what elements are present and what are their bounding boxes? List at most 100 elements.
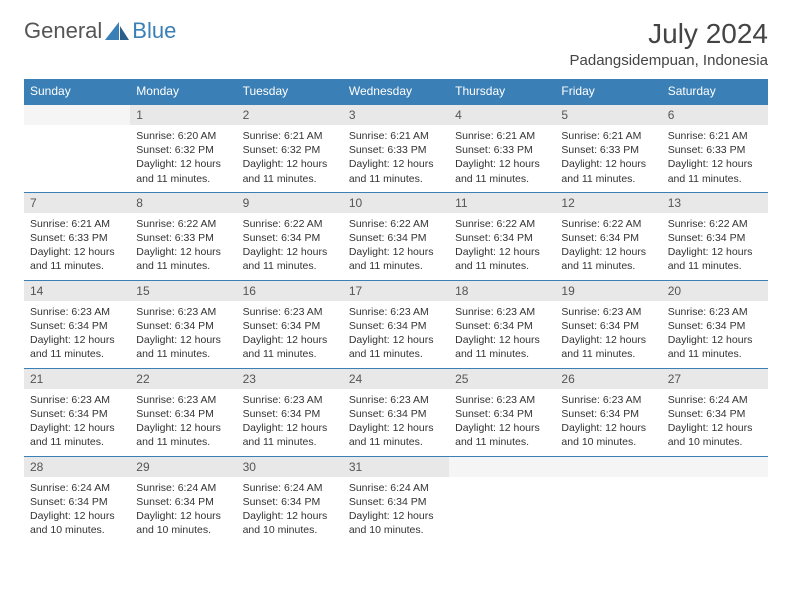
logo-text-part2: Blue (132, 18, 176, 44)
day-info: Sunrise: 6:23 AMSunset: 6:34 PMDaylight:… (237, 389, 343, 454)
calendar-cell (555, 456, 661, 544)
day-header: Wednesday (343, 79, 449, 104)
day-number: 20 (662, 281, 768, 301)
day-header: Monday (130, 79, 236, 104)
calendar-cell: 19Sunrise: 6:23 AMSunset: 6:34 PMDayligh… (555, 280, 661, 368)
sunrise-line: Sunrise: 6:23 AM (30, 305, 124, 319)
day-number: 29 (130, 457, 236, 477)
day-number: 22 (130, 369, 236, 389)
calendar-cell: 10Sunrise: 6:22 AMSunset: 6:34 PMDayligh… (343, 192, 449, 280)
sunrise-line: Sunrise: 6:23 AM (30, 393, 124, 407)
day-info: Sunrise: 6:23 AMSunset: 6:34 PMDaylight:… (24, 389, 130, 454)
calendar-cell: 20Sunrise: 6:23 AMSunset: 6:34 PMDayligh… (662, 280, 768, 368)
daylight-line: Daylight: 12 hours and 10 minutes. (349, 509, 443, 537)
sunset-line: Sunset: 6:34 PM (349, 407, 443, 421)
day-info: Sunrise: 6:22 AMSunset: 6:34 PMDaylight:… (555, 213, 661, 278)
day-number: 26 (555, 369, 661, 389)
sunset-line: Sunset: 6:34 PM (30, 407, 124, 421)
calendar-cell: 22Sunrise: 6:23 AMSunset: 6:34 PMDayligh… (130, 368, 236, 456)
day-info: Sunrise: 6:23 AMSunset: 6:34 PMDaylight:… (343, 301, 449, 366)
daylight-line: Daylight: 12 hours and 11 minutes. (349, 421, 443, 449)
day-number: 21 (24, 369, 130, 389)
day-info: Sunrise: 6:21 AMSunset: 6:33 PMDaylight:… (662, 125, 768, 190)
calendar-week: 1 Sunrise: 6:20 AM Sunset: 6:32 PM Daylight… (24, 104, 768, 192)
sunset-line: Sunset: 6:34 PM (243, 231, 337, 245)
sunrise-line: Sunrise: 6:24 AM (349, 481, 443, 495)
sunset-line: Sunset: 6:34 PM (243, 495, 337, 509)
day-info: Sunrise: 6:22 AMSunset: 6:34 PMDaylight:… (449, 213, 555, 278)
sunrise-line: Sunrise: 6:24 AM (30, 481, 124, 495)
sunset-line: Sunset: 6:34 PM (455, 319, 549, 333)
day-info: Sunrise: 6:23 AMSunset: 6:34 PMDaylight:… (130, 389, 236, 454)
calendar-cell: 29Sunrise: 6:24 AMSunset: 6:34 PMDayligh… (130, 456, 236, 544)
logo: General Blue (24, 18, 176, 44)
calendar-cell: 28Sunrise: 6:24 AMSunset: 6:34 PMDayligh… (24, 456, 130, 544)
calendar-cell: 31Sunrise: 6:24 AMSunset: 6:34 PMDayligh… (343, 456, 449, 544)
day-number: 5 (555, 105, 661, 125)
daylight-line: Daylight: 12 hours and 11 minutes. (136, 157, 230, 185)
sunset-line: Sunset: 6:34 PM (455, 407, 549, 421)
day-number-empty (555, 457, 661, 477)
day-number: 23 (237, 369, 343, 389)
day-number: 11 (449, 193, 555, 213)
day-number: 7 (24, 193, 130, 213)
sunset-line: Sunset: 6:34 PM (30, 495, 124, 509)
daylight-line: Daylight: 12 hours and 11 minutes. (30, 333, 124, 361)
calendar-cell: 21Sunrise: 6:23 AMSunset: 6:34 PMDayligh… (24, 368, 130, 456)
sunrise-line: Sunrise: 6:22 AM (349, 217, 443, 231)
sunset-line: Sunset: 6:34 PM (349, 319, 443, 333)
day-info: Sunrise: 6:22 AMSunset: 6:34 PMDaylight:… (662, 213, 768, 278)
day-info: Sunrise: 6:23 AMSunset: 6:34 PMDaylight:… (130, 301, 236, 366)
sunset-line: Sunset: 6:34 PM (561, 231, 655, 245)
day-number: 15 (130, 281, 236, 301)
sunrise-line: Sunrise: 6:21 AM (243, 129, 337, 143)
sunset-line: Sunset: 6:32 PM (243, 143, 337, 157)
day-info: Sunrise: 6:21 AMSunset: 6:32 PMDaylight:… (237, 125, 343, 190)
sunrise-line: Sunrise: 6:22 AM (561, 217, 655, 231)
calendar-week: 21Sunrise: 6:23 AMSunset: 6:34 PMDayligh… (24, 368, 768, 456)
sunrise-line: Sunrise: 6:23 AM (243, 393, 337, 407)
daylight-line: Daylight: 12 hours and 10 minutes. (243, 509, 337, 537)
daylight-line: Daylight: 12 hours and 10 minutes. (668, 421, 762, 449)
calendar-cell: 1Sunrise: 6:20 AMSunset: 6:32 PMDaylight… (130, 104, 236, 192)
calendar-cell (662, 456, 768, 544)
sunrise-line: Sunrise: 6:22 AM (455, 217, 549, 231)
sunrise-line: Sunrise: 6:24 AM (136, 481, 230, 495)
day-number: 10 (343, 193, 449, 213)
calendar-cell: 27Sunrise: 6:24 AMSunset: 6:34 PMDayligh… (662, 368, 768, 456)
daylight-line: Daylight: 12 hours and 11 minutes. (668, 157, 762, 185)
day-info: Sunrise: 6:24 AMSunset: 6:34 PMDaylight:… (24, 477, 130, 542)
calendar-cell: 9Sunrise: 6:22 AMSunset: 6:34 PMDaylight… (237, 192, 343, 280)
day-info: Sunrise: 6:21 AMSunset: 6:33 PMDaylight:… (24, 213, 130, 278)
calendar-cell (449, 456, 555, 544)
calendar-body: 1 Sunrise: 6:20 AM Sunset: 6:32 PM Daylight… (24, 104, 768, 544)
day-number-empty (662, 457, 768, 477)
day-number: 8 (130, 193, 236, 213)
calendar-cell: 7Sunrise: 6:21 AMSunset: 6:33 PMDaylight… (24, 192, 130, 280)
daylight-line: Daylight: 12 hours and 11 minutes. (455, 157, 549, 185)
sunset-line: Sunset: 6:33 PM (136, 231, 230, 245)
sunrise-line: Sunrise: 6:23 AM (668, 305, 762, 319)
calendar-cell: 23Sunrise: 6:23 AMSunset: 6:34 PMDayligh… (237, 368, 343, 456)
day-number: 1 (130, 105, 236, 125)
header: General Blue July 2024 Padangsidempuan, … (24, 18, 768, 69)
sunrise-line: Sunrise: 6:21 AM (349, 129, 443, 143)
calendar-week: 7Sunrise: 6:21 AMSunset: 6:33 PMDaylight… (24, 192, 768, 280)
daylight-line: Daylight: 12 hours and 11 minutes. (668, 333, 762, 361)
daylight-line: Daylight: 12 hours and 11 minutes. (455, 245, 549, 273)
daylight-line: Daylight: 12 hours and 11 minutes. (561, 157, 655, 185)
sunrise-line: Sunrise: 6:20 AM (136, 129, 230, 143)
sunset-line: Sunset: 6:33 PM (561, 143, 655, 157)
day-info: Sunrise: 6:21 AMSunset: 6:33 PMDaylight:… (343, 125, 449, 190)
sunrise-line: Sunrise: 6:23 AM (136, 393, 230, 407)
day-number: 31 (343, 457, 449, 477)
calendar-cell: 17Sunrise: 6:23 AMSunset: 6:34 PMDayligh… (343, 280, 449, 368)
calendar-cell: 11Sunrise: 6:22 AMSunset: 6:34 PMDayligh… (449, 192, 555, 280)
daylight-line: Daylight: 12 hours and 11 minutes. (561, 333, 655, 361)
daylight-line: Daylight: 12 hours and 11 minutes. (455, 421, 549, 449)
sunrise-line: Sunrise: 6:23 AM (561, 305, 655, 319)
daylight-line: Daylight: 12 hours and 11 minutes. (136, 245, 230, 273)
day-info: Sunrise: 6:21 AMSunset: 6:33 PMDaylight:… (449, 125, 555, 190)
day-info: Sunrise: 6:24 AMSunset: 6:34 PMDaylight:… (662, 389, 768, 454)
day-info: Sunrise: 6:23 AMSunset: 6:34 PMDaylight:… (449, 301, 555, 366)
